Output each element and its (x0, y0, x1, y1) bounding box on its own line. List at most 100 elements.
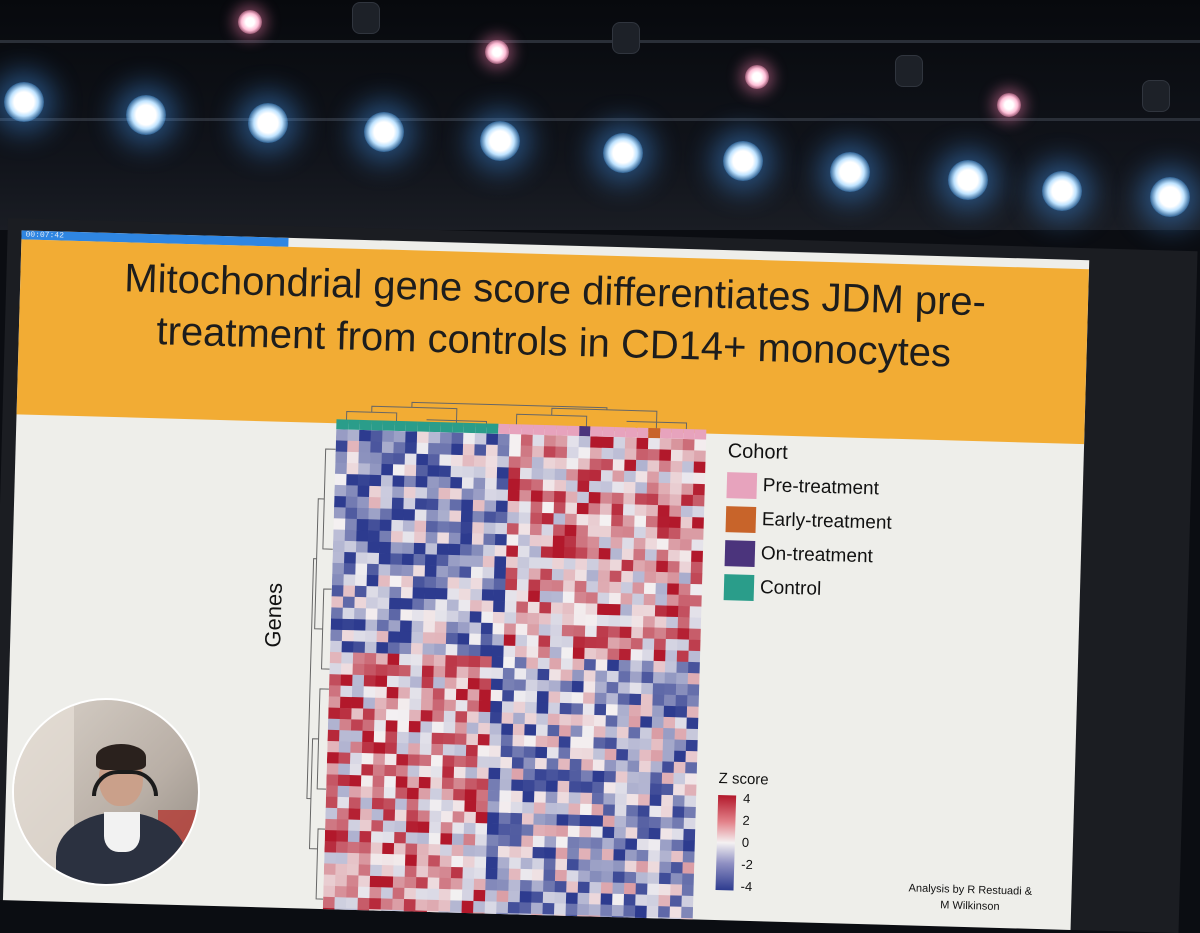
heatmap-cell (691, 550, 704, 563)
heatmap-cell (673, 784, 686, 796)
heatmap-cell (405, 832, 418, 845)
heatmap-cell (543, 858, 556, 871)
heatmap-cell (455, 699, 468, 712)
heatmap-cell (445, 632, 459, 645)
heatmap-cell (663, 716, 676, 729)
heatmap-cell (346, 462, 359, 475)
heatmap-cell (558, 736, 571, 749)
heatmap-cell (622, 537, 635, 550)
heatmap-cell (508, 467, 521, 480)
heatmap-cell (670, 873, 683, 885)
heatmap-cell (618, 659, 631, 672)
heatmap-cell (526, 646, 539, 659)
heatmap-cell (424, 554, 438, 567)
heatmap-cell (350, 752, 363, 765)
heatmap-cell (635, 471, 648, 483)
heatmap-cell (525, 690, 538, 703)
heatmap-cell (331, 585, 344, 597)
heatmap-cell (586, 581, 599, 593)
heatmap-cell (630, 660, 643, 673)
heatmap-cell (409, 698, 422, 711)
legend-swatch (726, 472, 758, 500)
heatmap-cell (388, 620, 401, 632)
heatmap-cell (574, 591, 587, 604)
heatmap-cell (381, 441, 395, 454)
heatmap-cell (330, 629, 343, 642)
heatmap-cell (472, 499, 485, 512)
heatmap-cell (623, 481, 636, 494)
heatmap-cell (404, 464, 417, 477)
heatmap-cell (358, 853, 371, 865)
heatmap-cell (592, 781, 605, 794)
heatmap-cell (497, 868, 510, 881)
heatmap-cell (366, 574, 379, 587)
heatmap-cell (432, 710, 445, 723)
heatmap-cell (428, 431, 441, 444)
heatmap-cell (634, 515, 647, 528)
heatmap-cell (587, 547, 600, 560)
heatmap-cell (339, 707, 352, 720)
heatmap-cell (350, 719, 364, 732)
heatmap-cell (679, 539, 693, 551)
heatmap-cell (433, 677, 446, 689)
heatmap-cell (611, 915, 624, 928)
heatmap-cell (538, 646, 551, 659)
heatmap-cell (584, 647, 597, 660)
heatmap-cell (657, 917, 670, 930)
heatmap-cell (368, 508, 381, 520)
heatmap-cell (517, 568, 530, 580)
y-axis-label: Genes (260, 582, 287, 648)
heatmap-cell (569, 769, 582, 782)
heatmap-cell (621, 570, 634, 583)
heatmap-cell (636, 838, 649, 851)
heatmap-cell (564, 535, 577, 548)
heatmap-cell (397, 720, 410, 733)
heatmap-cell (459, 577, 472, 590)
heatmap-cell (671, 828, 684, 841)
heatmap-cell (449, 521, 462, 534)
heatmap-cell (426, 509, 439, 522)
heatmap-cell (430, 766, 443, 778)
heatmap-cell (653, 660, 666, 673)
heatmap-cell (562, 602, 575, 615)
heatmap-cell (656, 538, 669, 551)
heatmap-cell (346, 451, 360, 464)
heatmap-cell (523, 746, 536, 759)
heatmap-cell (496, 879, 510, 892)
heatmap-cell (563, 569, 576, 582)
heatmap-cell (342, 596, 355, 609)
heatmap-cell (499, 779, 512, 791)
heatmap-cell (605, 726, 618, 739)
cohort-cell (359, 419, 372, 431)
heatmap-cell (495, 912, 509, 925)
cohort-cell (532, 424, 545, 436)
heatmap-cell (382, 820, 395, 833)
heatmap-cell (496, 467, 509, 479)
heatmap-cell (395, 776, 408, 789)
heatmap-cell (333, 507, 346, 519)
heatmap-cell (562, 613, 575, 626)
heatmap-cell (586, 569, 599, 582)
heatmap-cell (564, 513, 578, 526)
heatmap-cell (605, 704, 619, 716)
heatmap-cell (323, 885, 336, 898)
heatmap-cell (571, 680, 584, 693)
heatmap-cell (504, 612, 517, 624)
heatmap-cell (538, 624, 551, 637)
heatmap-cell (450, 866, 464, 879)
heatmap-cell (613, 436, 626, 449)
heatmap-cell (393, 843, 406, 855)
heatmap-cell (592, 759, 605, 772)
heatmap-cell (490, 689, 503, 702)
heatmap-cell (528, 590, 541, 603)
heatmap-cell (671, 839, 684, 852)
heatmap-cell (554, 468, 567, 481)
heatmap-cell (349, 774, 362, 787)
heatmap-cell (603, 770, 617, 783)
heatmap-cell (633, 560, 646, 572)
heatmap-cell (408, 720, 421, 733)
heatmap-cell (616, 737, 629, 750)
heatmap-cell (483, 544, 496, 557)
heatmap-cell (543, 880, 556, 893)
credit-line: Analysis by R Restuadi & (908, 882, 1033, 898)
